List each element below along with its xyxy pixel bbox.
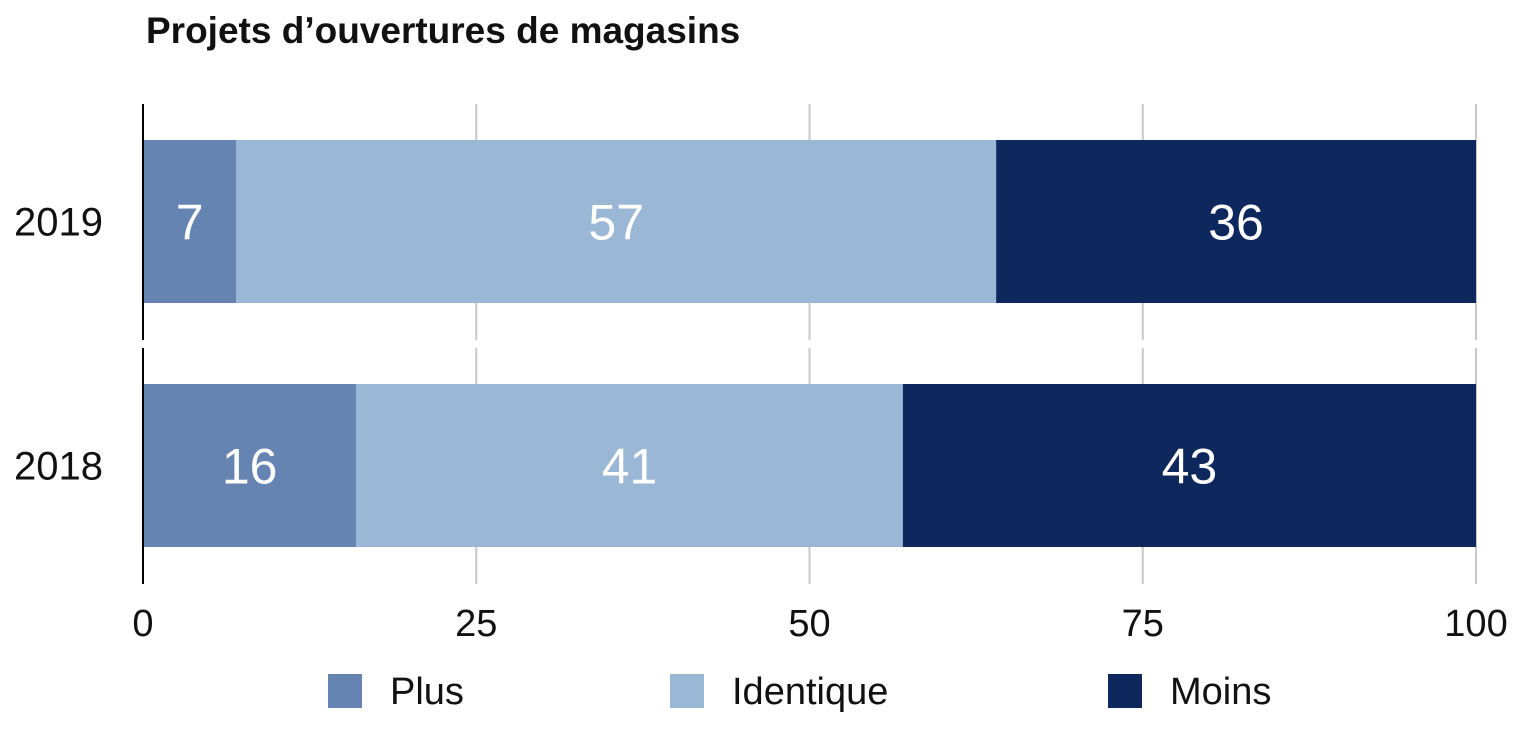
chart-title: Projets d’ouvertures de magasins bbox=[146, 10, 741, 51]
axis: 2019 2018 0 25 50 75 100 bbox=[14, 104, 1508, 645]
data-label-2018-identique: 41 bbox=[602, 439, 658, 495]
data-label-2019-moins: 36 bbox=[1208, 195, 1264, 251]
data-labels: 7 57 36 16 41 43 bbox=[176, 195, 1264, 495]
bars bbox=[143, 140, 1476, 547]
legend: Plus Identique Moins bbox=[328, 671, 1271, 713]
x-tick-label-50: 50 bbox=[788, 603, 830, 645]
bar-2018-moins bbox=[902, 384, 1476, 547]
legend-label-identique: Identique bbox=[732, 671, 888, 713]
data-label-2018-moins: 43 bbox=[1162, 439, 1218, 495]
x-tick-label-0: 0 bbox=[132, 603, 153, 645]
category-label-2019: 2019 bbox=[14, 201, 103, 245]
legend-label-plus: Plus bbox=[390, 671, 464, 713]
bar-2019-moins bbox=[996, 140, 1476, 303]
data-label-2018-plus: 16 bbox=[222, 439, 278, 495]
x-tick-label-75: 75 bbox=[1122, 603, 1164, 645]
data-label-2019-identique: 57 bbox=[588, 195, 644, 251]
bar-2019-identique bbox=[236, 140, 997, 303]
bar-2019-plus bbox=[143, 140, 237, 303]
bar-2018-identique bbox=[356, 384, 903, 547]
bar-2018-plus bbox=[143, 384, 357, 547]
data-label-2019-plus: 7 bbox=[176, 195, 204, 251]
legend-swatch-plus bbox=[328, 674, 362, 708]
category-label-2018: 2018 bbox=[14, 445, 103, 489]
legend-swatch-identique bbox=[670, 674, 704, 708]
x-tick-label-25: 25 bbox=[455, 603, 497, 645]
legend-swatch-moins bbox=[1108, 674, 1142, 708]
legend-label-moins: Moins bbox=[1170, 671, 1271, 713]
x-tick-label-100: 100 bbox=[1444, 603, 1507, 645]
